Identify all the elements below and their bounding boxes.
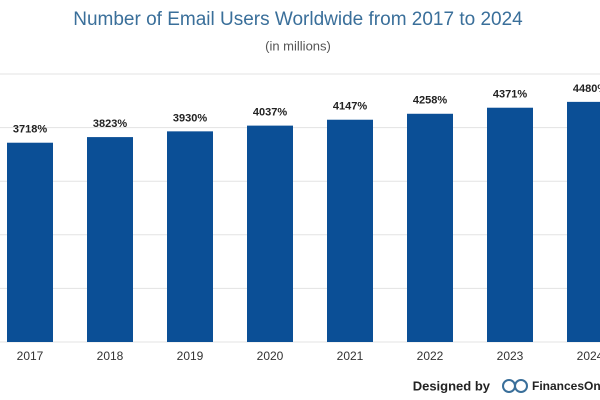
footer-text: Designed by bbox=[413, 378, 491, 393]
bar bbox=[327, 119, 373, 343]
bar bbox=[487, 107, 533, 342]
x-tick-label: 2021 bbox=[337, 349, 364, 363]
value-label: 4037% bbox=[253, 107, 287, 119]
chart-subtitle: (in millions) bbox=[265, 38, 331, 53]
value-label: 3823% bbox=[93, 118, 127, 130]
x-tick-label: 2020 bbox=[257, 349, 284, 363]
bar bbox=[87, 137, 133, 342]
chart-title: Number of Email Users Worldwide from 201… bbox=[73, 9, 523, 30]
value-label: 4371% bbox=[493, 89, 527, 101]
x-tick-label: 2022 bbox=[417, 349, 444, 363]
x-tick-label: 2019 bbox=[177, 349, 204, 363]
value-label: 3930% bbox=[173, 112, 207, 124]
brand-name: FinancesOnline bbox=[532, 379, 600, 393]
bar bbox=[407, 113, 453, 342]
value-label: 4147% bbox=[333, 101, 367, 113]
x-tick-label: 2024 bbox=[577, 349, 600, 363]
x-tick-label: 2017 bbox=[17, 349, 44, 363]
bar bbox=[567, 101, 600, 342]
x-tick-label: 2018 bbox=[97, 349, 124, 363]
value-label: 3718% bbox=[13, 124, 47, 136]
bar bbox=[247, 125, 293, 343]
value-label: 4480% bbox=[573, 83, 600, 95]
bar bbox=[7, 142, 53, 342]
bar bbox=[167, 131, 213, 342]
x-tick-label: 2023 bbox=[497, 349, 524, 363]
value-label: 4258% bbox=[413, 95, 447, 107]
brand-logo bbox=[502, 379, 528, 393]
